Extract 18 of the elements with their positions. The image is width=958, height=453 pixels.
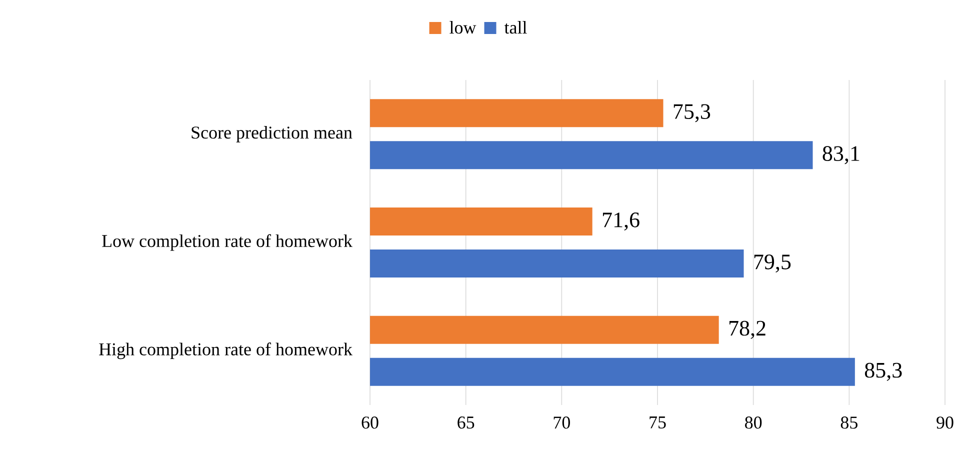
x-tick-label: 80 <box>745 416 762 429</box>
x-tick-label: 90 <box>936 416 954 429</box>
data-label: 71,6 <box>602 212 640 230</box>
data-label: 79,5 <box>754 254 791 272</box>
x-tick-label: 65 <box>458 416 474 429</box>
x-tick-label: 85 <box>840 416 858 429</box>
data-label: 83,1 <box>822 146 860 164</box>
y-tick-label: High completion rate of homework <box>99 342 352 360</box>
legend-label: tall <box>504 21 527 34</box>
data-label: 78,2 <box>729 320 766 339</box>
x-tick-label: 75 <box>650 416 666 428</box>
y-tick-label: Score prediction mean <box>192 126 352 142</box>
data-label: 85,3 <box>864 362 902 381</box>
legend-label: low <box>450 21 476 34</box>
data-label: 75,3 <box>674 104 710 122</box>
x-tick-label: 70 <box>554 416 570 429</box>
y-tick-label: Low completion rate of homework <box>102 234 352 251</box>
x-tick-label: 60 <box>362 416 378 429</box>
